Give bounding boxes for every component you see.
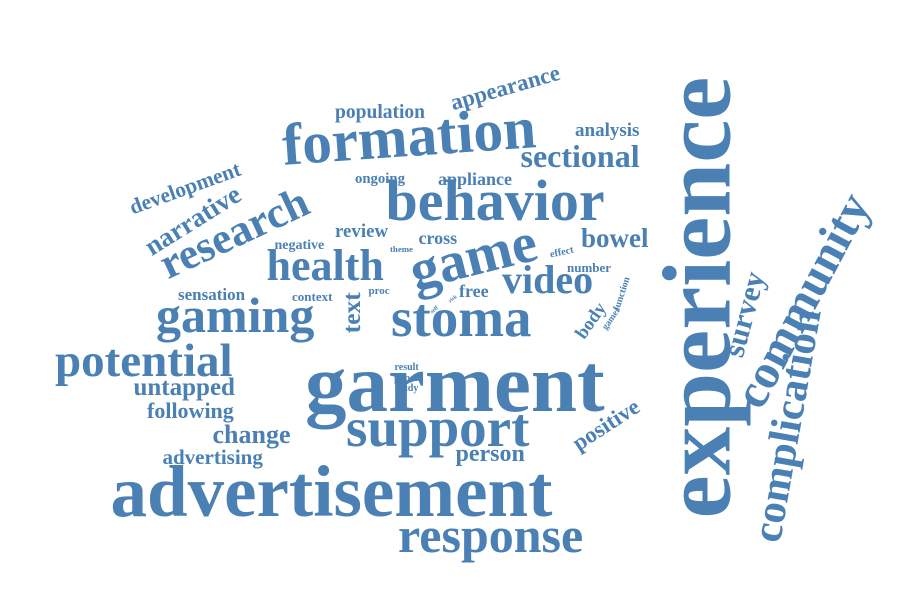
word-number: number [567, 260, 612, 275]
word-sectional: sectional [520, 138, 640, 174]
word-behavior: behavior [385, 168, 605, 233]
word-change: change [212, 420, 291, 449]
word-result: result [394, 362, 419, 373]
word-appliance: appliance [438, 168, 513, 189]
word-untapped: untapped [133, 374, 235, 401]
word-paper: paper [394, 373, 419, 384]
word-study: study [395, 383, 419, 394]
word-free: free [459, 281, 489, 301]
word-health: health [266, 241, 384, 290]
word-cross: cross [418, 228, 458, 248]
word-support: support [346, 397, 530, 458]
word-potential: potential [55, 335, 233, 387]
word-video: video [502, 257, 594, 302]
word-following: following [147, 398, 234, 423]
word-gaming: gaming [156, 287, 315, 343]
word-sensation: sensation [178, 285, 246, 304]
word-advertising: advertising [162, 445, 263, 469]
word-person: person [455, 441, 525, 467]
word-stoma: stoma [391, 287, 532, 348]
word-garment: garment [305, 337, 605, 429]
word-analysis: analysis [575, 120, 640, 141]
word-ongoing: ongoing [355, 171, 405, 187]
word-theme: theme [390, 244, 413, 254]
word-response: response [398, 507, 584, 563]
word-bowel: bowel [581, 223, 649, 253]
word-advertisement: advertisement [110, 451, 553, 532]
word-population: population [335, 102, 426, 123]
word-review: review [335, 221, 389, 242]
word-proc: proc [368, 285, 390, 297]
word-text: text [336, 292, 366, 334]
word-negative: negative [274, 238, 325, 253]
word-context: context [292, 289, 333, 304]
